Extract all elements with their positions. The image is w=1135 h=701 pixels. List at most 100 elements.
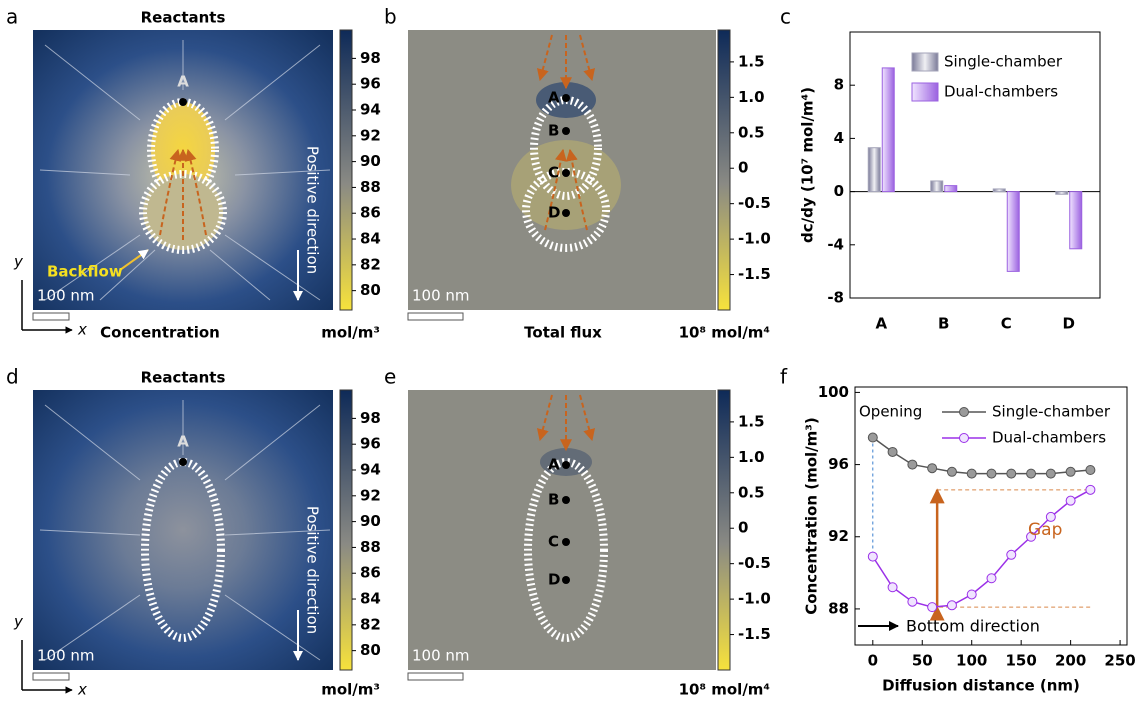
marker <box>986 468 997 479</box>
direction-label: Positive direction <box>304 146 322 274</box>
colorbar-tick-label: 94 <box>360 101 381 119</box>
scale-label: 100 nm <box>412 287 470 305</box>
marker <box>867 432 878 443</box>
bar <box>930 180 944 193</box>
x-tick-label: B <box>938 315 949 333</box>
annotation: Gap <box>1028 520 1062 540</box>
marker <box>1045 511 1056 522</box>
marker <box>966 589 977 600</box>
panel-title: Reactants <box>141 369 226 387</box>
marker <box>907 596 918 607</box>
y-tick-label: 4 <box>834 129 844 147</box>
marker <box>887 446 898 457</box>
flux-arrows <box>536 394 596 452</box>
colorbar-tick-label: 88 <box>360 538 381 556</box>
marker <box>1006 468 1017 479</box>
y-tick-label: 88 <box>828 599 849 617</box>
point-label: A <box>548 89 560 107</box>
flux-map <box>408 390 716 670</box>
legend-label: Dual-chambers <box>944 83 1058 101</box>
y-tick-label: 0 <box>834 182 844 200</box>
marker <box>1065 466 1076 477</box>
axes-arrows <box>21 640 72 690</box>
marker <box>986 573 997 584</box>
bar <box>1055 191 1069 195</box>
y-axis-label: Concentration (mol/m³) <box>803 417 821 614</box>
colorbar-tick-label: -0.5 <box>738 194 771 212</box>
marker <box>1026 531 1037 542</box>
colorbar-tick-label: 92 <box>360 486 381 504</box>
scale-label: 100 nm <box>37 287 95 305</box>
plot-frame <box>849 31 1101 299</box>
annotation: Bottom direction <box>906 617 1040 636</box>
colorbar-unit: 10⁸ mol/m⁴ <box>679 681 770 699</box>
colorbar-tick-label: 84 <box>360 590 381 608</box>
panel-letter: c <box>780 5 791 29</box>
scale-label: 100 nm <box>37 647 95 665</box>
colorbar <box>339 29 353 311</box>
y-tick-label: 96 <box>828 455 849 473</box>
colorbar-tick-label: 0 <box>738 519 748 537</box>
y-tick-label: 100 <box>818 383 849 401</box>
marker <box>966 468 977 479</box>
direction-label: Positive direction <box>304 506 322 634</box>
colorbar-unit: mol/m³ <box>321 324 380 342</box>
axis-label: x <box>77 321 87 339</box>
colorbar-tick-label: 90 <box>360 152 381 170</box>
marker <box>1045 468 1056 479</box>
x-tick-label: 150 <box>1006 652 1037 670</box>
chamber <box>141 458 225 642</box>
point-label: C <box>548 164 559 182</box>
bar <box>1069 191 1083 250</box>
colorbar-tick-label: 86 <box>360 564 381 582</box>
marker <box>1026 468 1037 479</box>
panel-letter: b <box>384 5 397 29</box>
point-label: A <box>177 433 189 451</box>
annotation: Backflow <box>47 263 123 281</box>
colorbar-tick-label: 88 <box>360 178 381 196</box>
bar <box>867 147 881 193</box>
x-tick-label: C <box>1001 315 1012 333</box>
x-tick-label: A <box>875 315 887 333</box>
colorbar <box>717 389 731 671</box>
streamlines <box>39 400 331 661</box>
legend-label: Single-chamber <box>944 53 1063 71</box>
marker <box>1065 495 1076 506</box>
colorbar-tick-label: 84 <box>360 230 381 248</box>
marker <box>1085 484 1096 495</box>
x-tick-label: 200 <box>1055 652 1086 670</box>
colorbar-tick-label: 82 <box>360 255 381 273</box>
legend-marker <box>959 407 969 417</box>
marker <box>887 582 898 593</box>
colorbar-unit: mol/m³ <box>321 681 380 699</box>
scale-label: 100 nm <box>412 647 470 665</box>
y-tick-label: -8 <box>827 289 844 307</box>
y-tick-label: -4 <box>827 235 844 253</box>
x-tick-label: 100 <box>956 652 987 670</box>
bar <box>881 67 895 193</box>
colorbar-tick-label: 82 <box>360 615 381 633</box>
x-tick-label: 250 <box>1104 652 1135 670</box>
point-label: D <box>548 571 560 589</box>
annotation-arrow <box>119 249 149 271</box>
colorbar-tick-label: 1.5 <box>738 52 765 70</box>
colorbar-tick-label: -1.0 <box>738 590 771 608</box>
panel-title: Reactants <box>141 9 226 27</box>
point-label: C <box>548 533 559 551</box>
point-label: A <box>548 456 560 474</box>
x-tick-label: D <box>1063 315 1075 333</box>
panel-letter: f <box>780 365 788 389</box>
colorbar-tick-label: -1.5 <box>738 265 771 283</box>
colorbar-tick-label: 94 <box>360 461 381 479</box>
panel-letter: e <box>384 365 396 389</box>
y-tick-label: 92 <box>828 527 849 545</box>
chamber <box>522 168 610 252</box>
scale-bar <box>407 312 464 321</box>
colorbar-tick-label: 1.0 <box>738 88 765 106</box>
marker <box>1006 549 1017 560</box>
scale-bar <box>32 312 70 321</box>
annotation: Opening <box>859 403 922 421</box>
colorbar-tick-label: 92 <box>360 126 381 144</box>
colorbar-tick-label: 90 <box>360 512 381 530</box>
line <box>872 489 1091 608</box>
